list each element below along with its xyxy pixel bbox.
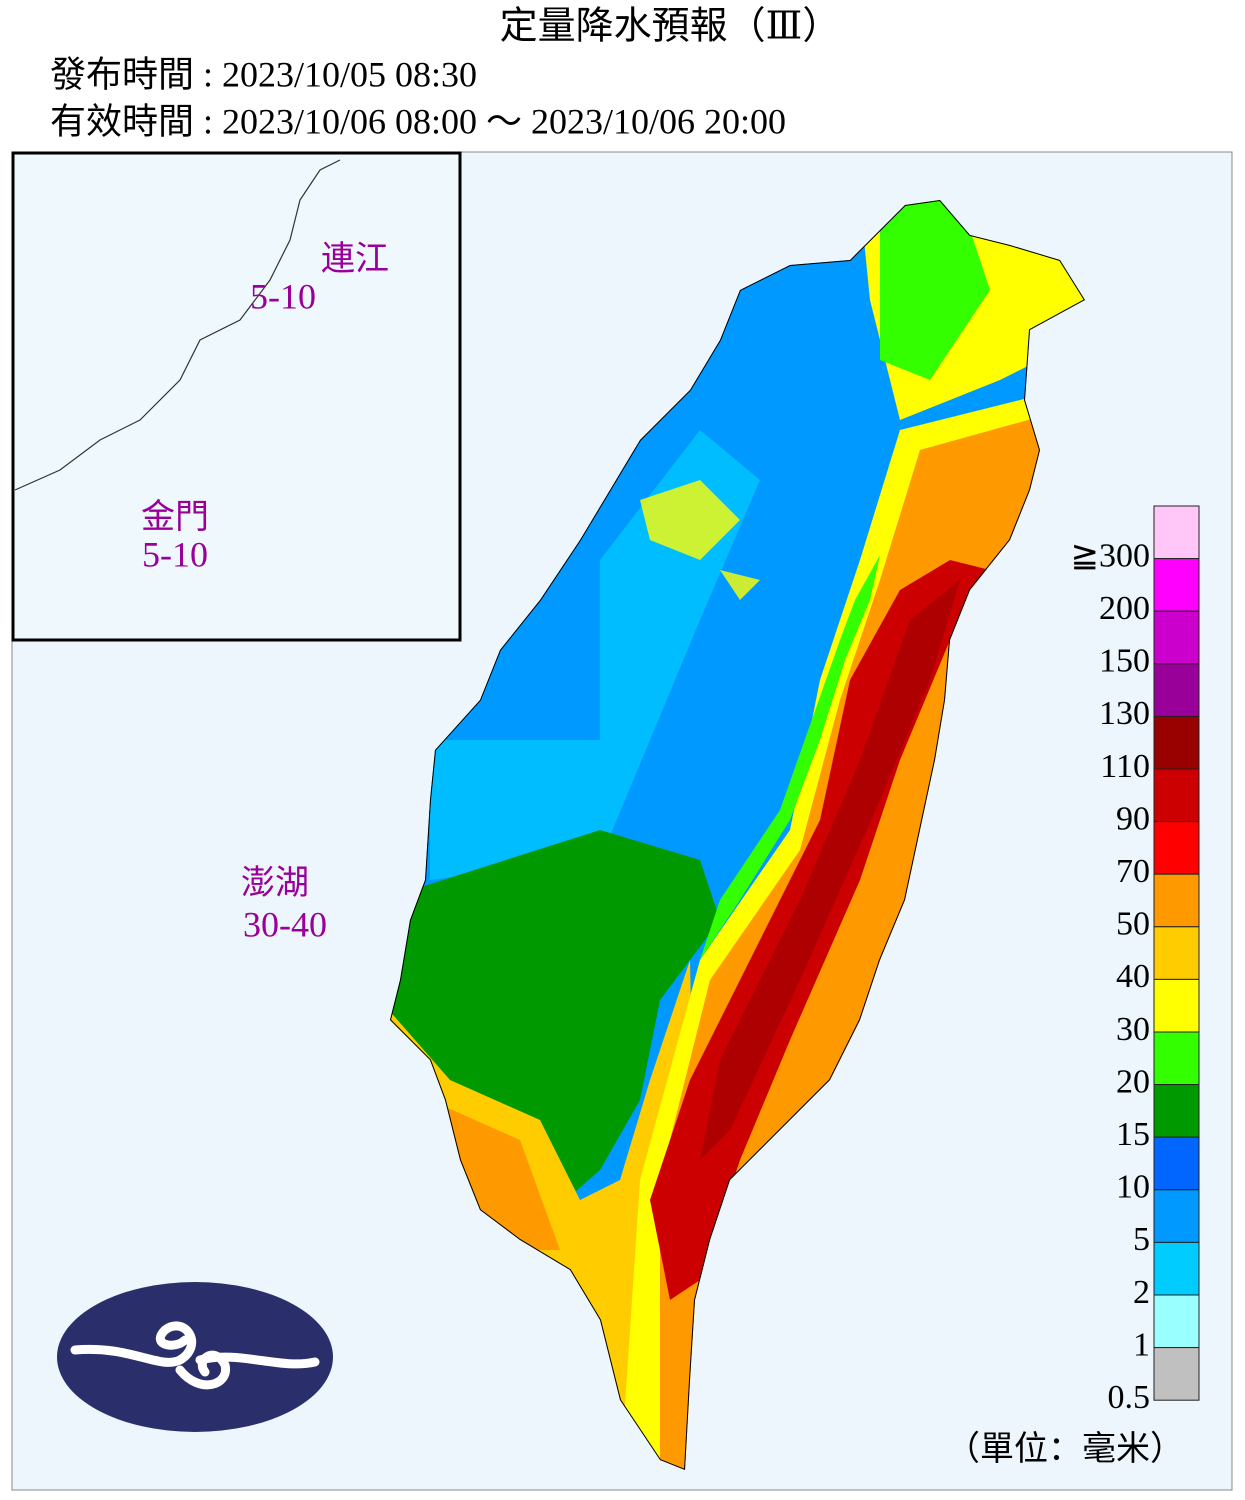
legend-swatch [1153, 1241, 1200, 1296]
legend-swatch [1153, 505, 1200, 560]
region-value: 5-10 [250, 276, 316, 316]
legend-swatch [1153, 558, 1200, 612]
legend-swatch [1153, 1294, 1200, 1349]
region-value: 5-10 [142, 534, 208, 574]
coastline [14, 159, 341, 491]
legend-label: 150 [1099, 643, 1150, 680]
inset-frame [11, 151, 462, 642]
legend-label: 5 [1133, 1221, 1150, 1258]
legend-label: 40 [1116, 958, 1150, 995]
title: 定量降水預報（Ⅲ） [500, 6, 841, 48]
legend-swatch [1153, 978, 1200, 1033]
region-name: 金門 [141, 498, 209, 536]
region-value: 30-40 [243, 904, 327, 944]
legend-label: 1 [1133, 1326, 1150, 1363]
legend-label: 90 [1116, 800, 1150, 837]
legend-swatch [1153, 1031, 1200, 1086]
legend-swatch [1153, 663, 1200, 717]
region-name: 澎湖 [241, 864, 309, 902]
legend-label: 130 [1099, 695, 1150, 732]
issue-time: 發布時間 : 2023/10/05 08:30 [50, 54, 477, 94]
legend: ≧300 200 150 130 110 90 70 50 40 30 20 15 10 5 2 1 0.5 （單… [946, 505, 1200, 1468]
logo-swirl [70, 1321, 320, 1390]
legend-label: 70 [1116, 853, 1150, 890]
legend-swatch [1153, 1084, 1200, 1138]
legend-label: 200 [1099, 590, 1150, 627]
legend-label: 20 [1116, 1063, 1150, 1100]
legend-label: 110 [1100, 748, 1150, 785]
legend-swatch [1153, 610, 1200, 665]
legend-label: 10 [1116, 1169, 1150, 1206]
legend-swatch [1153, 821, 1200, 875]
legend-swatch [1153, 873, 1200, 928]
valid-time: 有效時間 : 2023/10/06 08:00 ～ 2023/10/06 20:… [50, 101, 786, 141]
legend-swatch [1153, 1189, 1200, 1243]
legend-swatch [1153, 768, 1200, 823]
legend-label: 30 [1116, 1011, 1150, 1048]
legend-label: 50 [1116, 906, 1150, 943]
unit-label: （單位：毫米） [946, 1430, 1184, 1468]
region-name: 連江 [321, 240, 389, 278]
legend-label: 2 [1133, 1274, 1150, 1311]
legend-label: ≧300 [1071, 537, 1151, 574]
legend-swatch [1153, 1136, 1200, 1191]
legend-swatch [1153, 926, 1200, 980]
legend-label: 0.5 [1108, 1379, 1151, 1416]
legend-swatch [1153, 715, 1200, 770]
legend-swatch [1153, 1347, 1200, 1401]
logo [57, 1282, 333, 1432]
legend-label: 15 [1116, 1116, 1150, 1153]
